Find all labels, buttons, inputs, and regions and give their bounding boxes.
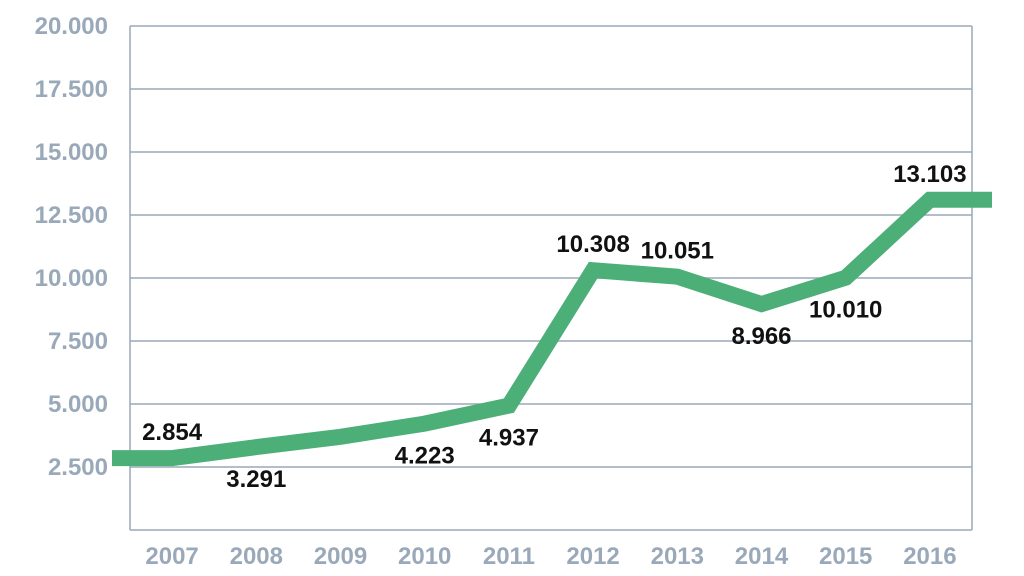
data-label-2008: 3.291 xyxy=(226,466,286,493)
y-tick-label: 20.000 xyxy=(35,13,108,40)
y-tick-label: 10.000 xyxy=(35,265,108,292)
x-tick-label: 2016 xyxy=(903,543,956,570)
series-line xyxy=(112,191,992,467)
data-label-2016: 13.103 xyxy=(893,161,966,188)
x-tick-label: 2013 xyxy=(651,543,704,570)
x-tick-label: 2011 xyxy=(483,543,535,570)
data-label-2007: 2.854 xyxy=(142,419,203,446)
x-axis: 2007 2008 2009 2010 2011 2012 2013 2014 2015 2016 xyxy=(145,543,956,570)
x-tick-label: 2015 xyxy=(819,543,872,570)
x-tick-label: 2010 xyxy=(398,543,451,570)
y-tick-label: 12.500 xyxy=(35,202,108,229)
y-axis: 2.500 5.000 7.500 10.000 12.500 15.000 17.500 2… xyxy=(35,13,108,481)
y-tick-label: 5.000 xyxy=(48,391,108,418)
data-label-2012: 10.308 xyxy=(556,231,629,258)
data-label-2010: 4.223 xyxy=(395,443,455,470)
x-tick-label: 2009 xyxy=(314,543,367,570)
x-tick-label: 2014 xyxy=(735,543,789,570)
data-label-2014: 8.966 xyxy=(731,323,791,350)
data-labels: 2.854 3.291 4.223 4.937 10.308 10.051 8.966 10.… xyxy=(142,161,967,493)
y-tick-label: 7.500 xyxy=(48,328,108,355)
x-tick-label: 2007 xyxy=(145,543,198,570)
data-label-2013: 10.051 xyxy=(641,238,714,265)
series-layer xyxy=(112,191,992,467)
data-label-2011: 4.937 xyxy=(479,425,539,452)
data-label-2015: 10.010 xyxy=(809,297,882,324)
x-tick-label: 2012 xyxy=(566,543,619,570)
y-tick-label: 2.500 xyxy=(48,454,108,481)
y-tick-label: 17.500 xyxy=(35,76,108,103)
x-tick-label: 2008 xyxy=(230,543,283,570)
y-tick-label: 15.000 xyxy=(35,139,108,166)
